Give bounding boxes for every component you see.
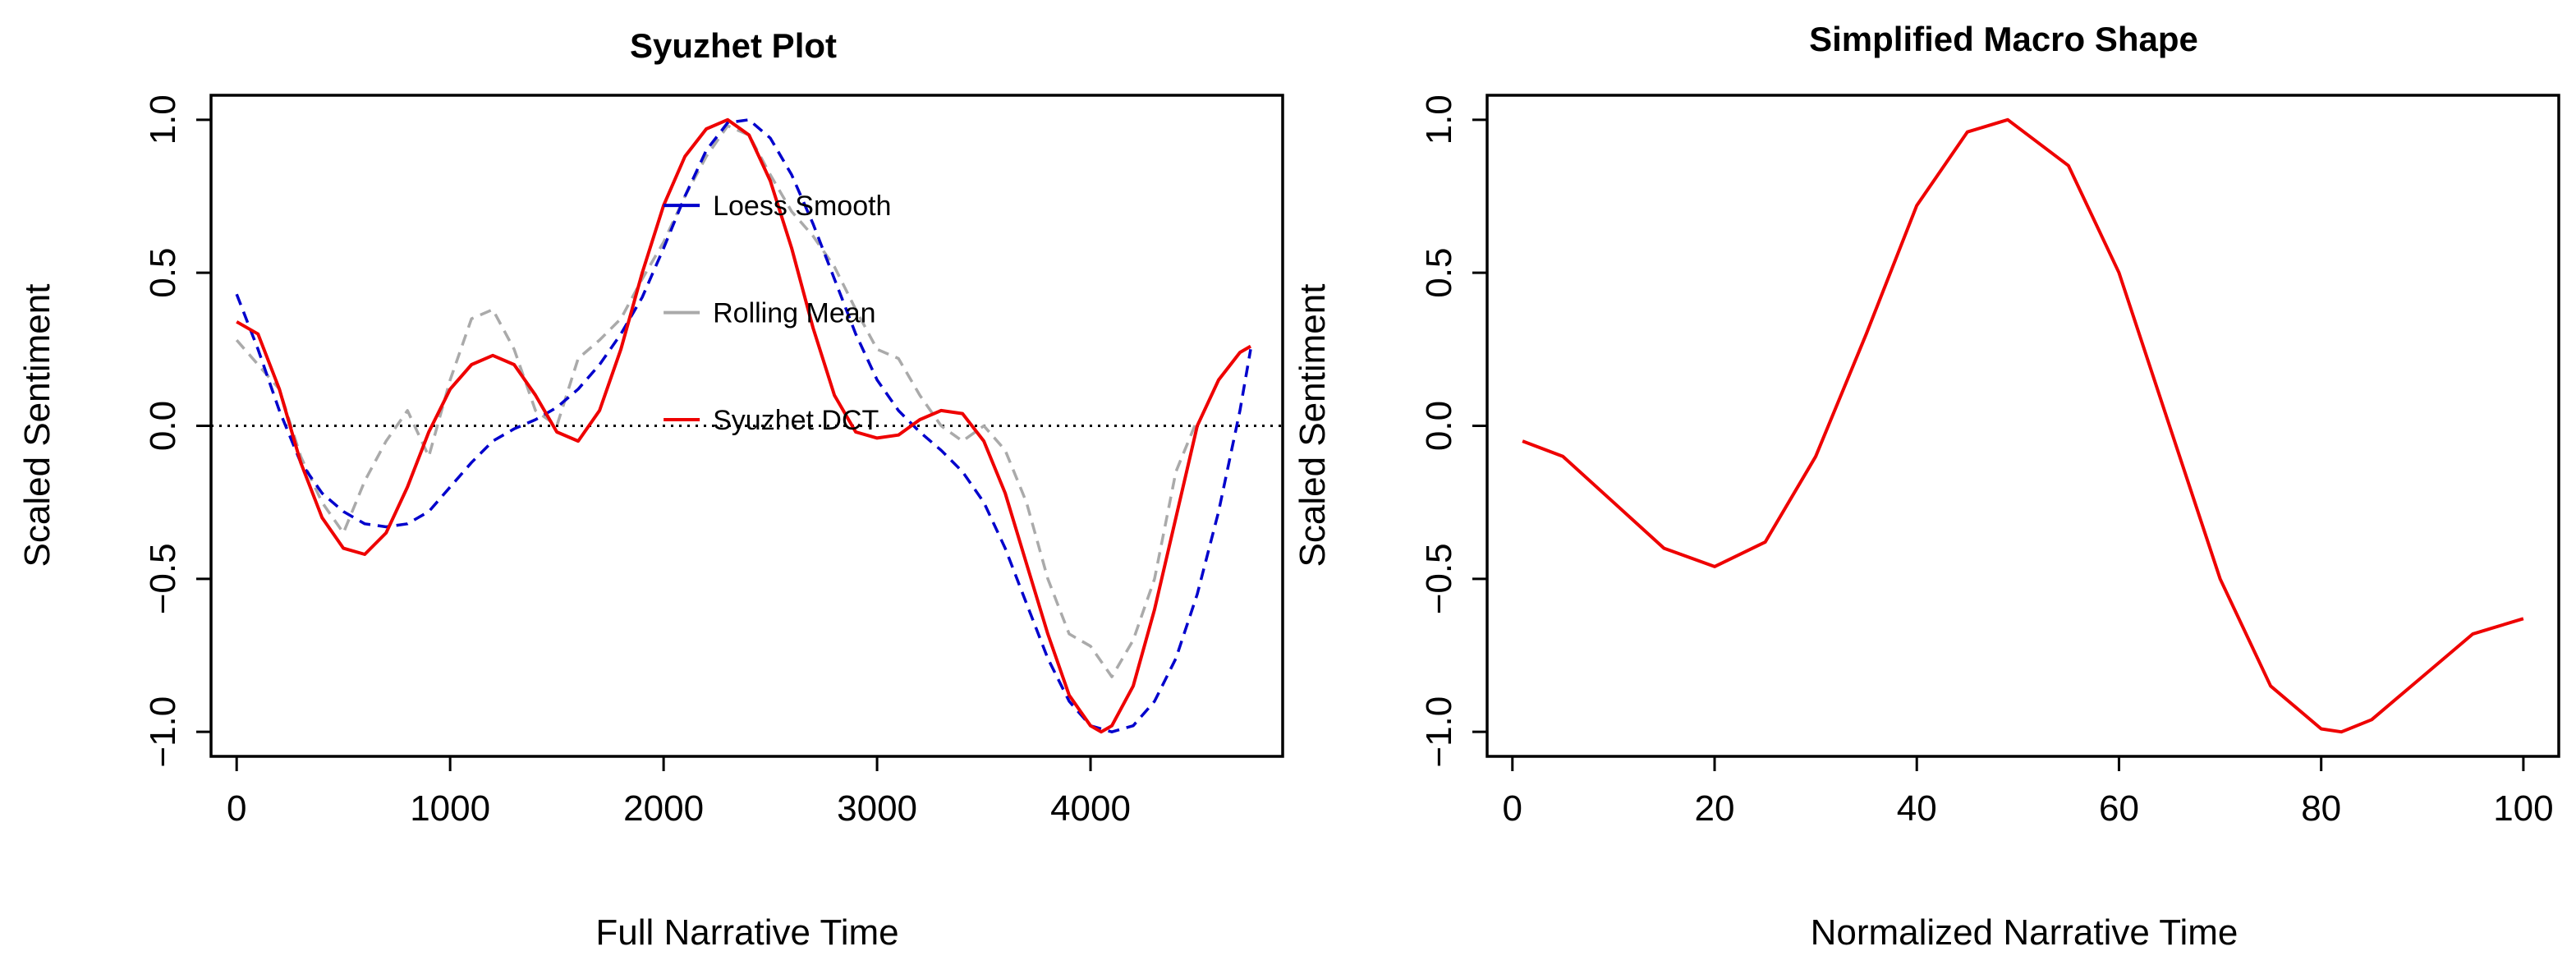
left-x-tick-label: 3000 [837,788,917,829]
left-y-axis: −1.0 −0.5 0.0 0.5 1.0 [143,94,211,768]
left-y-tick-label: −0.5 [143,543,183,614]
legend-label: Syuzhet DCT [713,405,879,436]
right-x-axis: 0 20 40 60 80 100 [1503,756,2554,829]
series-rolling-mean [235,124,1199,678]
right-y-tick-label: 0.5 [1419,248,1459,298]
left-x-tick-label: 4000 [1050,788,1131,829]
legend-label: Loess Smooth [713,191,891,222]
left-y-tick-label: 0.0 [143,401,183,451]
right-y-axis: −1.0 −0.5 0.0 0.5 1.0 [1419,94,1487,768]
left-chart-title: Syuzhet Plot [630,26,837,65]
right-x-tick-label: 40 [1897,788,1937,829]
right-plot-frame [1485,94,2560,758]
left-x-axis: 0 1000 2000 3000 4000 [227,756,1131,829]
left-y-axis-label: Scaled Sentiment [17,284,57,567]
right-x-tick-label: 60 [2099,788,2139,829]
series-syuzhet-dct [236,117,1251,734]
right-x-axis-label: Normalized Narrative Time [1811,912,2239,953]
right-y-tick-label: 0.0 [1419,401,1459,451]
right-y-tick-label: −0.5 [1419,543,1459,614]
left-x-axis-label: Full Narrative Time [595,912,898,953]
right-x-tick-label: 20 [1695,788,1735,829]
right-x-tick-label: 0 [1503,788,1522,829]
legend: Loess Smooth Rolling Mean Syuzhet DCT [664,191,891,436]
syuzhet-plot-panel: Syuzhet Plot 0 1000 2000 3000 4000 −1.0 −0.5 0… [17,26,1284,953]
left-y-tick-label: −1.0 [143,696,183,768]
left-x-tick-label: 0 [227,788,246,829]
right-x-tick-label: 80 [2301,788,2341,829]
left-y-tick-label: 1.0 [143,94,183,145]
series-simplified-macro-shape [1522,117,2524,734]
right-x-tick-label: 100 [2493,788,2553,829]
right-y-tick-label: −1.0 [1419,696,1459,768]
left-y-tick-label: 0.5 [143,248,183,298]
right-chart-title: Simplified Macro Shape [1809,20,2198,58]
legend-label: Rolling Mean [713,298,875,329]
macro-shape-panel: Simplified Macro Shape 0 20 40 60 80 100 −1.0… [1293,20,2560,953]
left-x-tick-label: 1000 [410,788,490,829]
left-x-tick-label: 2000 [623,788,704,829]
right-y-axis-label: Scaled Sentiment [1293,284,1333,567]
right-y-tick-label: 1.0 [1419,94,1459,145]
